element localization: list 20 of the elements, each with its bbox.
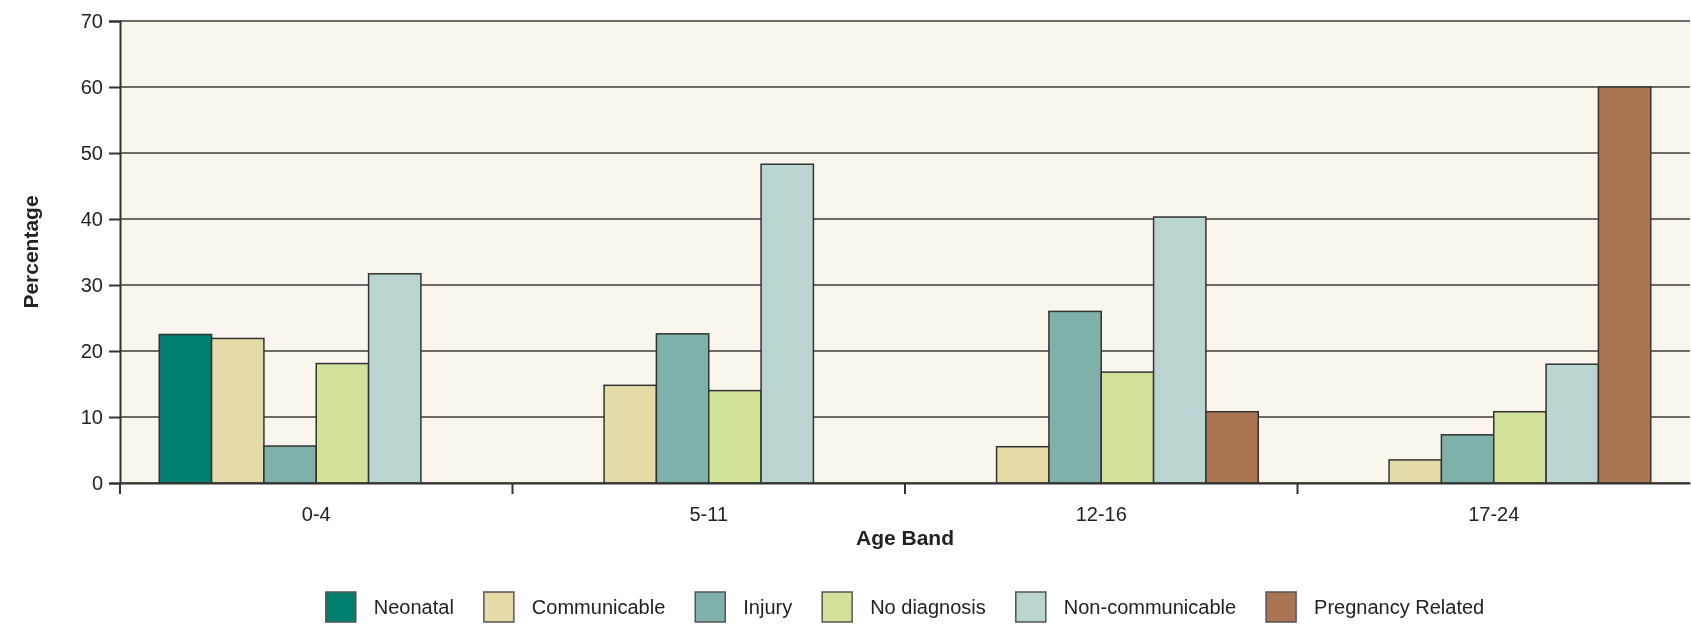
y-tick-label: 30 <box>80 273 103 296</box>
y-tick-label: 20 <box>80 339 103 362</box>
y-tick-label: 0 <box>91 471 103 494</box>
y-axis-title: Percentage <box>19 195 42 309</box>
y-tick-label: 70 <box>80 9 103 32</box>
legend-label: Non-communicable <box>1063 596 1237 618</box>
y-tick-label: 60 <box>80 75 103 98</box>
legend-label: Injury <box>743 596 793 618</box>
x-axis-title: Age Band <box>855 526 955 549</box>
legend-label: No diagnosis <box>870 596 986 618</box>
x-tick-label: 5-11 <box>689 503 729 526</box>
y-tick-label: 40 <box>80 207 103 230</box>
legend-label: Neonatal <box>373 596 454 618</box>
y-tick-label: 10 <box>80 405 103 428</box>
x-tick-label: 17-24 <box>1468 503 1520 526</box>
y-tick-label: 50 <box>80 141 103 164</box>
legend-label: Communicable <box>531 596 666 618</box>
x-tick-label: 0-4 <box>301 503 331 526</box>
legend-label: Pregnancy Related <box>1314 596 1485 618</box>
x-tick-label: 12-16 <box>1075 503 1127 526</box>
